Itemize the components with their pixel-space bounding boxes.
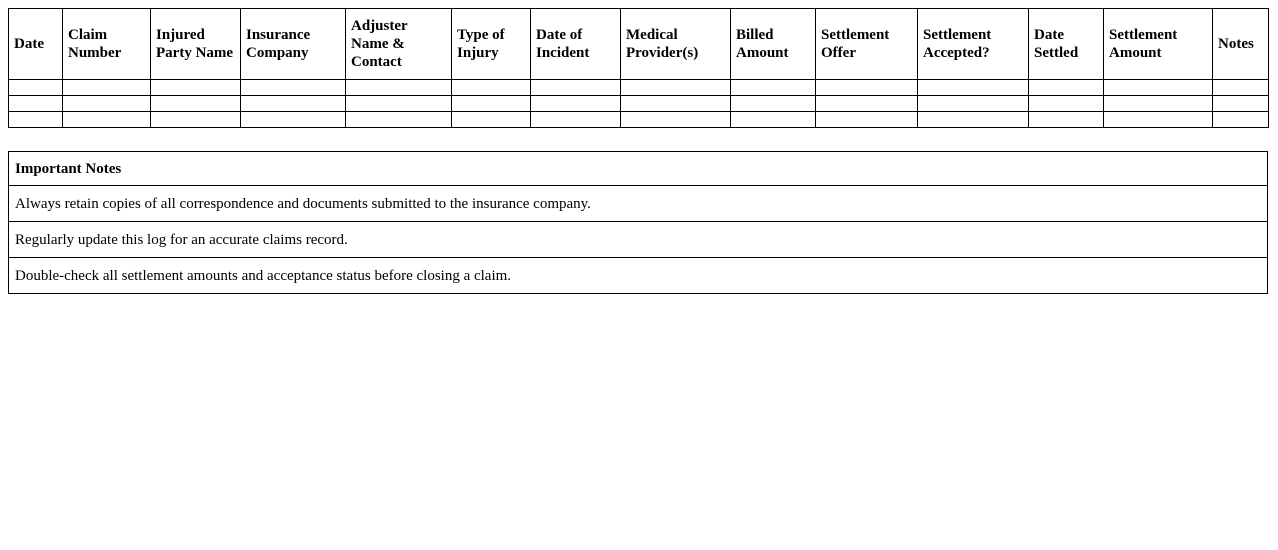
claims-cell-empty[interactable] xyxy=(8,95,63,112)
claims-cell-empty[interactable] xyxy=(451,111,531,128)
claims-cell-empty[interactable] xyxy=(240,79,346,96)
column-header-settlement-accepted: Settlement Accepted? xyxy=(917,8,1029,80)
claims-cell-empty[interactable] xyxy=(240,111,346,128)
claims-cell-empty[interactable] xyxy=(1212,79,1269,96)
claims-cell-empty[interactable] xyxy=(1028,111,1104,128)
important-notes-header-row: Important Notes xyxy=(8,151,1268,186)
claims-cell-empty[interactable] xyxy=(620,79,731,96)
claims-cell-empty[interactable] xyxy=(620,95,731,112)
claims-cell-empty[interactable] xyxy=(815,95,918,112)
claims-cell-empty[interactable] xyxy=(451,79,531,96)
claims-cell-empty[interactable] xyxy=(530,95,621,112)
important-notes-table: Important Notes Always retain copies of … xyxy=(8,151,1268,294)
claims-cell-empty[interactable] xyxy=(8,111,63,128)
column-header-settlement-amount: Settlement Amount xyxy=(1103,8,1213,80)
claims-header-row: Date Claim Number Injured Party Name Ins… xyxy=(8,8,1269,80)
claims-cell-empty[interactable] xyxy=(62,95,151,112)
column-header-billed-amount: Billed Amount xyxy=(730,8,816,80)
claims-cell-empty[interactable] xyxy=(1212,95,1269,112)
column-header-date: Date xyxy=(8,8,63,80)
note-text-1: Always retain copies of all corresponden… xyxy=(8,185,1268,222)
claims-cell-empty[interactable] xyxy=(917,111,1029,128)
claims-cell-empty[interactable] xyxy=(730,95,816,112)
claims-cell-empty[interactable] xyxy=(150,111,241,128)
claims-cell-empty[interactable] xyxy=(620,111,731,128)
column-header-settlement-offer: Settlement Offer xyxy=(815,8,918,80)
claims-cell-empty[interactable] xyxy=(1028,95,1104,112)
claims-cell-empty[interactable] xyxy=(62,111,151,128)
column-header-notes: Notes xyxy=(1212,8,1269,80)
claims-empty-row-3 xyxy=(8,111,1269,128)
claims-cell-empty[interactable] xyxy=(917,95,1029,112)
claims-cell-empty[interactable] xyxy=(1028,79,1104,96)
claims-empty-row-2 xyxy=(8,95,1269,112)
important-notes-title: Important Notes xyxy=(8,151,1268,186)
claims-cell-empty[interactable] xyxy=(345,111,452,128)
claims-cell-empty[interactable] xyxy=(815,111,918,128)
column-header-adjuster-name-contact: Adjuster Name & Contact xyxy=(345,8,452,80)
note-row: Always retain copies of all corresponden… xyxy=(8,185,1268,222)
column-header-claim-number: Claim Number xyxy=(62,8,151,80)
claims-cell-empty[interactable] xyxy=(240,95,346,112)
claims-cell-empty[interactable] xyxy=(530,79,621,96)
claims-cell-empty[interactable] xyxy=(150,79,241,96)
note-row: Double-check all settlement amounts and … xyxy=(8,257,1268,294)
note-row: Regularly update this log for an accurat… xyxy=(8,221,1268,258)
claims-cell-empty[interactable] xyxy=(1103,95,1213,112)
claims-cell-empty[interactable] xyxy=(530,111,621,128)
column-header-medical-providers: Medical Provider(s) xyxy=(620,8,731,80)
claims-cell-empty[interactable] xyxy=(150,95,241,112)
claims-cell-empty[interactable] xyxy=(815,79,918,96)
note-text-3: Double-check all settlement amounts and … xyxy=(8,257,1268,294)
column-header-type-of-injury: Type of Injury xyxy=(451,8,531,80)
column-header-insurance-company: Insurance Company xyxy=(240,8,346,80)
column-header-date-of-incident: Date of Incident xyxy=(530,8,621,80)
claims-cell-empty[interactable] xyxy=(345,79,452,96)
claims-cell-empty[interactable] xyxy=(345,95,452,112)
column-header-date-settled: Date Settled xyxy=(1028,8,1104,80)
claims-empty-row-1 xyxy=(8,79,1269,96)
claims-cell-empty[interactable] xyxy=(1103,79,1213,96)
claims-cell-empty[interactable] xyxy=(1212,111,1269,128)
claims-log-table: Date Claim Number Injured Party Name Ins… xyxy=(8,8,1269,128)
claims-cell-empty[interactable] xyxy=(62,79,151,96)
column-header-injured-party-name: Injured Party Name xyxy=(150,8,241,80)
claims-cell-empty[interactable] xyxy=(917,79,1029,96)
note-text-2: Regularly update this log for an accurat… xyxy=(8,221,1268,258)
claims-cell-empty[interactable] xyxy=(1103,111,1213,128)
claims-cell-empty[interactable] xyxy=(451,95,531,112)
claims-cell-empty[interactable] xyxy=(730,111,816,128)
claims-cell-empty[interactable] xyxy=(730,79,816,96)
claims-cell-empty[interactable] xyxy=(8,79,63,96)
